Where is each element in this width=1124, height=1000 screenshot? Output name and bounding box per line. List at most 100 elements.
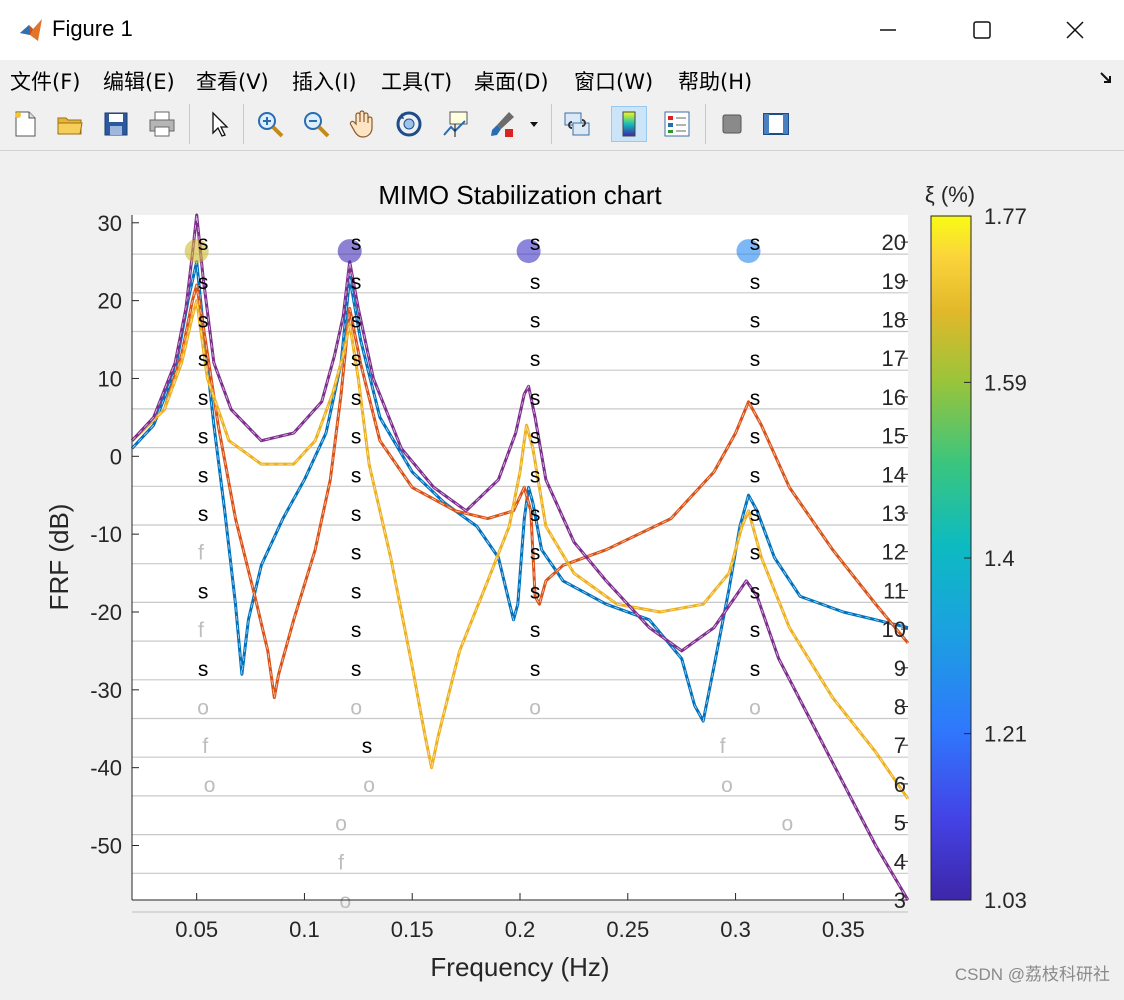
x-axis-label: Frequency (Hz): [430, 952, 609, 982]
zoom-in-button[interactable]: [252, 106, 288, 142]
x-tick-label: 0.2: [505, 917, 536, 942]
link-plot-icon: [564, 112, 590, 136]
frf-series: [130, 213, 910, 901]
figure-toolbar: [0, 98, 1124, 151]
stability-marker-f: f: [198, 619, 204, 642]
close-icon: [1066, 21, 1084, 39]
hide-plot-tools-icon: [722, 114, 742, 134]
stability-marker-s: s: [530, 542, 541, 565]
order-tick-label: 4: [894, 849, 906, 874]
stability-marker-o: o: [749, 696, 761, 719]
stability-marker-s: s: [530, 658, 541, 681]
stability-marker-s: s: [750, 387, 761, 410]
chevron-down-icon: [530, 122, 538, 127]
minimize-button[interactable]: [866, 10, 910, 50]
maximize-button[interactable]: [960, 10, 1004, 50]
stability-marker-s: s: [198, 387, 209, 410]
stability-marker-s: s: [351, 464, 362, 487]
menu-desktop[interactable]: 桌面(D): [474, 70, 549, 94]
stability-marker-s: s: [362, 735, 373, 758]
select-arrow-icon: [212, 111, 229, 137]
stability-marker-s: s: [351, 542, 362, 565]
order-tick-label: 13: [882, 501, 906, 526]
stability-marker-s: s: [530, 426, 541, 449]
stability-marker-s: s: [530, 309, 541, 332]
colorbar-tick-label: 1.21: [984, 722, 1027, 747]
pan-button[interactable]: [344, 106, 380, 142]
order-tick-label: 18: [882, 307, 906, 332]
link-plot-button[interactable]: [559, 106, 595, 142]
data-cursor-button[interactable]: [438, 106, 474, 142]
y-tick-label: 10: [98, 366, 122, 391]
brush-button[interactable]: [484, 106, 520, 142]
colorbar-tick-label: 1.03: [984, 888, 1027, 913]
menu-help[interactable]: 帮助(H): [678, 70, 753, 94]
zoom-in-icon: [258, 112, 284, 138]
print-icon: [149, 111, 175, 137]
order-tick-label: 8: [894, 694, 906, 719]
order-tick-label: 14: [882, 462, 906, 487]
insert-colorbar-button[interactable]: [611, 106, 647, 142]
stability-marker-s: s: [530, 503, 541, 526]
menu-bar: 文件(F) 编辑(E) 查看(V) 插入(I) 工具(T) 桌面(D) 窗口(W…: [0, 60, 1124, 98]
y-tick-label: 0: [110, 444, 122, 469]
open-folder-icon: [57, 117, 83, 135]
stability-marker-s: s: [750, 426, 761, 449]
order-tick-label: 17: [882, 346, 906, 371]
new-figure-button[interactable]: [7, 106, 43, 142]
damping-circle: [516, 239, 541, 264]
order-tick-label: 12: [882, 540, 906, 565]
y-axis-label: FRF (dB): [44, 504, 74, 611]
data-cursor-icon: [443, 111, 468, 137]
stability-marker-o: o: [721, 774, 733, 797]
stabilization-chart[interactable]: ssssssssssffofossssssssssssosoofosssssss…: [2, 152, 1122, 995]
stability-marker-s: s: [198, 232, 209, 255]
show-plot-tools-button[interactable]: [758, 106, 794, 142]
colorbar-tick-label: 1.4: [984, 546, 1015, 571]
stability-marker-o: o: [363, 774, 375, 797]
order-tick-label: 7: [894, 733, 906, 758]
stability-marker-s: s: [530, 464, 541, 487]
brush-options-dropdown[interactable]: [524, 106, 544, 142]
open-file-button[interactable]: [52, 106, 88, 142]
print-button[interactable]: [144, 106, 180, 142]
dock-figure-icon[interactable]: [1098, 70, 1114, 86]
stability-marker-s: s: [530, 619, 541, 642]
watermark-text: CSDN @荔枝科研社: [955, 965, 1110, 984]
order-tick-label: 6: [894, 772, 906, 797]
y-tick-label: -30: [90, 678, 122, 703]
order-tick-label: 9: [894, 656, 906, 681]
matlab-logo-icon: [20, 19, 42, 41]
new-file-icon: [15, 111, 36, 137]
insert-legend-button[interactable]: [659, 106, 695, 142]
zoom-out-button[interactable]: [298, 106, 334, 142]
rotate-3d-button[interactable]: [391, 106, 427, 142]
save-button[interactable]: [98, 106, 134, 142]
minimize-icon: [880, 29, 896, 31]
edit-plot-button[interactable]: [200, 106, 236, 142]
stability-marker-s: s: [198, 503, 209, 526]
colorbar-tick-label: 1.77: [984, 204, 1027, 229]
maximize-icon: [973, 21, 991, 39]
menu-insert[interactable]: 插入(I): [292, 70, 357, 94]
stability-marker-o: o: [197, 696, 209, 719]
stability-marker-s: s: [198, 271, 209, 294]
hide-plot-tools-button[interactable]: [714, 106, 750, 142]
stability-marker-s: s: [530, 580, 541, 603]
menu-edit[interactable]: 编辑(E): [103, 70, 175, 94]
menu-file[interactable]: 文件(F): [10, 70, 81, 94]
stability-marker-s: s: [351, 232, 362, 255]
colorbar-ticks: 1.77 1.59 1.4 1.21 1.03: [964, 204, 1027, 913]
stability-marker-s: s: [198, 464, 209, 487]
order-gridlines: [132, 253, 908, 913]
y-tick-label: -40: [90, 756, 122, 781]
frf-series-2-synth: [131, 284, 909, 698]
menu-tools[interactable]: 工具(T): [381, 70, 453, 94]
x-ticks: 0.05 0.1 0.15 0.2 0.25 0.3 0.35: [175, 893, 865, 942]
menu-window[interactable]: 窗口(W): [574, 70, 654, 94]
stability-marker-s: s: [351, 619, 362, 642]
close-button[interactable]: [1053, 10, 1097, 50]
menu-view[interactable]: 查看(V): [196, 70, 269, 94]
stability-marker-f: f: [338, 851, 344, 874]
stability-marker-s: s: [530, 271, 541, 294]
